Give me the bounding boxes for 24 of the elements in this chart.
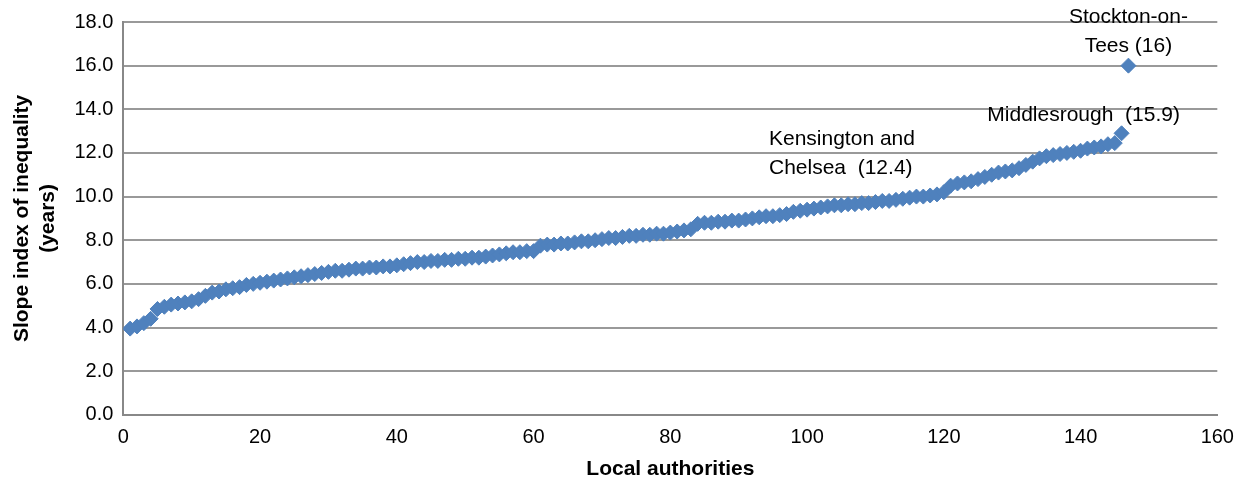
y-tick-label: 18.0 <box>74 9 114 32</box>
y-tick-label: 0.0 <box>85 402 114 425</box>
x-tick-label: 100 <box>790 425 824 448</box>
x-tick-label: 20 <box>248 425 272 448</box>
x-axis-title: Local authorities <box>586 456 755 480</box>
y-tick-label: 8.0 <box>85 227 114 250</box>
x-tick-label: 80 <box>659 425 682 448</box>
annotation: Middlesrough (15.9) <box>987 102 1180 126</box>
x-tick-label: 0 <box>117 425 129 448</box>
y-tick-label: 2.0 <box>85 358 114 381</box>
x-tick-label: 60 <box>522 425 545 448</box>
y-tick-label: 10.0 <box>74 184 114 207</box>
y-tick-label: 4.0 <box>85 315 114 338</box>
x-tick-label: 40 <box>385 425 408 448</box>
y-axis-title: Slope index of inequality (years) <box>9 94 58 343</box>
x-tick-label: 140 <box>1063 425 1098 448</box>
y-tick-label: 6.0 <box>85 271 114 294</box>
annotation: Stockton-on- Tees (16) <box>1068 3 1188 56</box>
x-tick-label: 120 <box>927 425 961 448</box>
y-tick-label: 12.0 <box>74 140 114 163</box>
y-tick-label: 14.0 <box>74 96 114 119</box>
y-tick-label: 16.0 <box>74 53 114 76</box>
x-tick-label: 160 <box>1200 425 1234 448</box>
annotation: Kensington and Chelsea (12.4) <box>768 126 915 179</box>
